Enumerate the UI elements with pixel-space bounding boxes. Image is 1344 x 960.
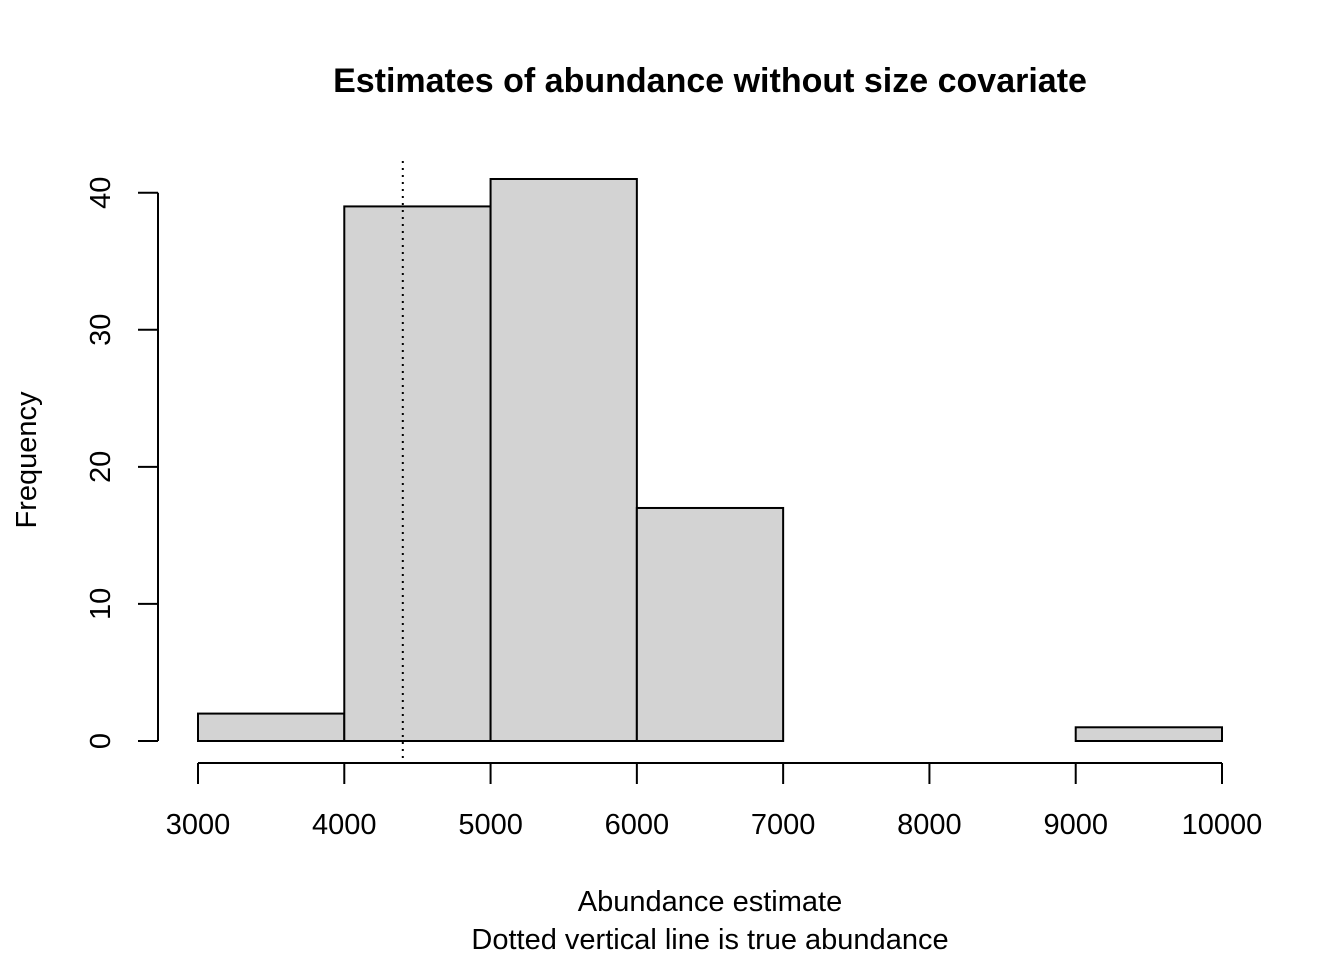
histogram-bar-3	[635, 506, 785, 742]
y-tick-label-0: 0	[85, 733, 117, 749]
x-tick-label-0: 3000	[166, 809, 231, 841]
y-tick-label-4: 40	[85, 177, 117, 209]
histogram-bar-2	[489, 178, 638, 742]
histogram-bar-6	[1074, 726, 1223, 742]
x-tick-label-1: 4000	[312, 809, 377, 841]
histogram-bar-0	[197, 712, 346, 743]
x-tick-label-4: 7000	[751, 809, 816, 841]
x-axis-sub-label: Dotted vertical line is true abundance	[471, 924, 948, 956]
x-tick-label-3: 6000	[605, 809, 670, 841]
histogram-bar-1	[343, 205, 492, 743]
chart-title: Estimates of abundance without size cova…	[333, 62, 1087, 100]
bars-group	[197, 178, 1223, 743]
y-tick-label-3: 30	[85, 314, 117, 346]
x-tick-label-2: 5000	[458, 809, 523, 841]
x-tick-label-6: 9000	[1043, 809, 1108, 841]
x-tick-label-5: 8000	[897, 809, 962, 841]
x-axis: 3000 4000 5000 6000 7000 8000 9000 10000	[166, 762, 1263, 841]
y-axis-label: Frequency	[11, 391, 43, 529]
x-axis-label: Abundance estimate	[578, 886, 842, 918]
y-tick-label-2: 20	[85, 451, 117, 483]
y-axis: 0 10 20 30 40	[85, 177, 159, 749]
x-tick-label-7: 10000	[1182, 809, 1263, 841]
y-tick-label-1: 10	[85, 588, 117, 620]
